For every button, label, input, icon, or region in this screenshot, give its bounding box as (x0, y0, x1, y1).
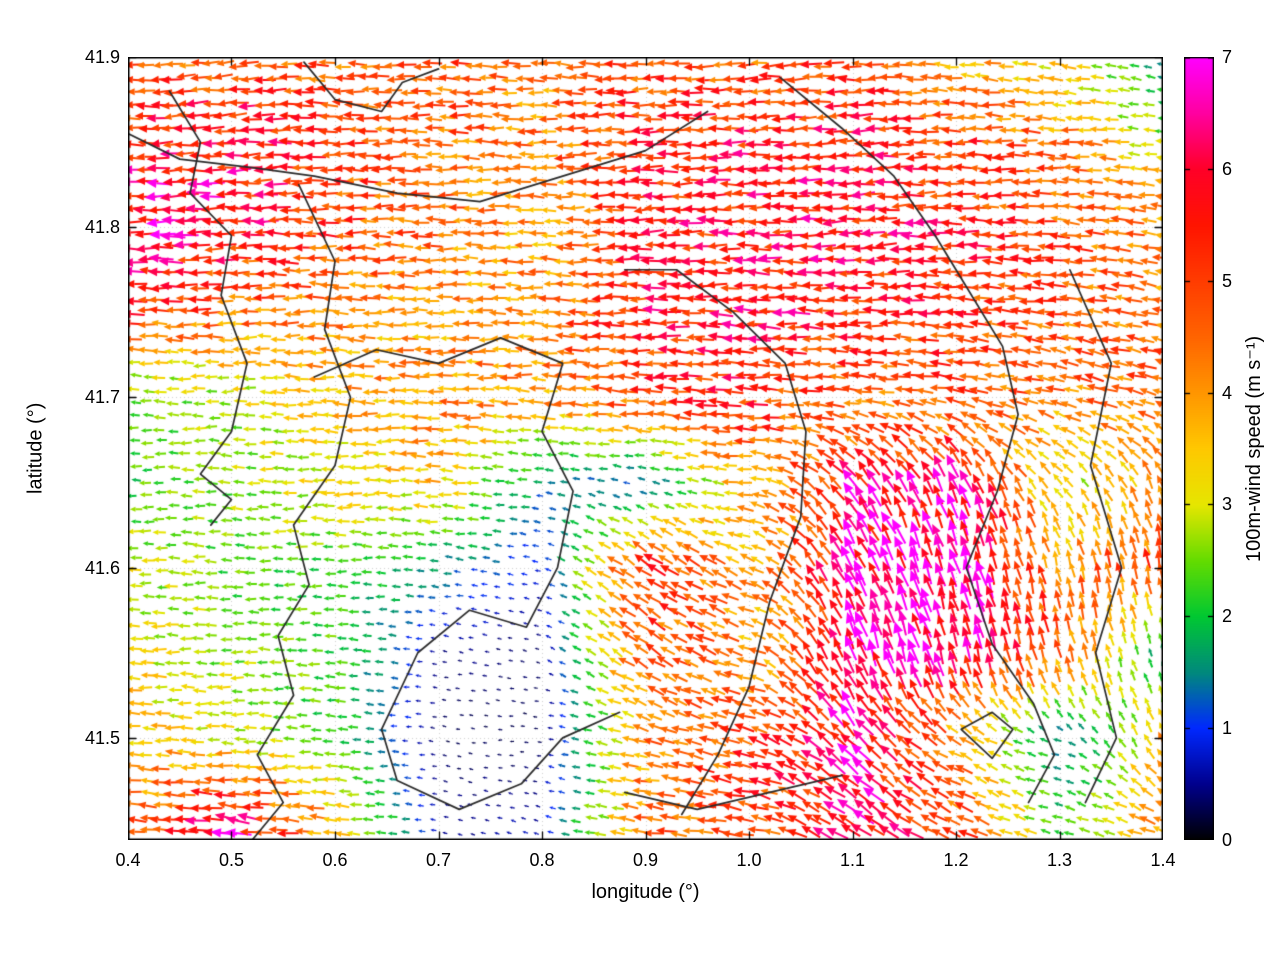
colorbar-tick-label: 7 (1222, 47, 1233, 67)
colorbar-tick-label: 4 (1222, 382, 1233, 403)
x-tick-label: 0.7 (425, 850, 452, 870)
colorbar-tick-label: 1 (1222, 718, 1233, 739)
x-axis-label: longitude (°) (591, 881, 700, 903)
colorbar-tick-label: 0 (1222, 830, 1233, 850)
y-tick-label: 41.5 (84, 727, 120, 748)
y-tick-label: 41.9 (84, 47, 120, 67)
colorbar (1184, 57, 1214, 840)
x-tick-label: 1.3 (1046, 850, 1073, 870)
y-tick-label: 41.8 (84, 217, 120, 238)
x-tick-label: 1.2 (943, 850, 969, 870)
y-tick-label: 41.7 (84, 387, 120, 408)
x-tick-label: 1.0 (736, 850, 762, 870)
x-tick-label: 1.4 (1150, 850, 1176, 870)
y-axis-label: latitude (°) (24, 402, 47, 495)
colorbar-tick-label: 3 (1222, 494, 1233, 515)
x-tick-label: 0.6 (322, 850, 348, 870)
x-tick-label: 1.1 (839, 850, 866, 870)
x-tick-label: 0.8 (529, 850, 555, 870)
colorbar-tick-label: 6 (1222, 158, 1233, 179)
x-tick-label: 0.4 (115, 850, 141, 870)
x-tick-label: 0.5 (218, 850, 245, 870)
colorbar-tick-label: 2 (1222, 606, 1233, 627)
x-tick-label: 0.9 (632, 850, 659, 870)
wind-vector-plot (128, 57, 1163, 840)
y-tick-label: 41.6 (84, 557, 120, 578)
colorbar-tick-label: 5 (1222, 270, 1233, 291)
